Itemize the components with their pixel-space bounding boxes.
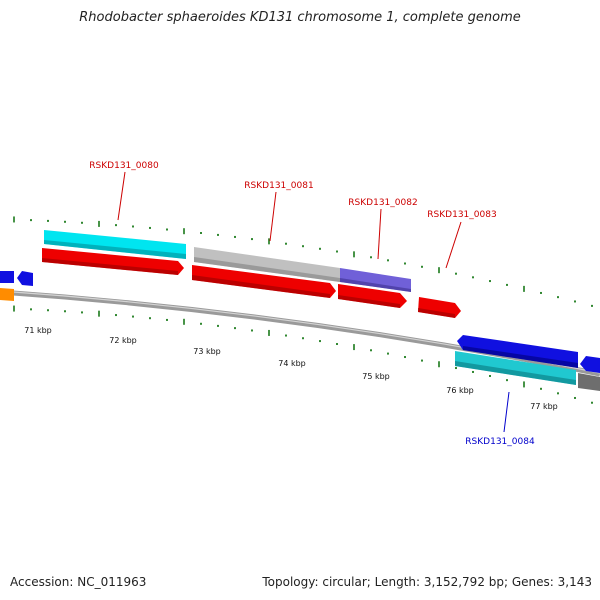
gene-rskd131-0081-cds-shade [194, 257, 340, 282]
gene-rskd131-0084-cds-shade [455, 361, 576, 385]
gene-rskd131-0081-gene-shade [192, 275, 330, 298]
gene-rskd131-0082-cds[interactable] [340, 268, 411, 292]
gene-partial-right-blue[interactable] [580, 356, 600, 373]
ruler-label-72kbp: 72 kbp [109, 336, 137, 345]
ruler-label-75kbp: 75 kbp [362, 372, 390, 381]
outer-tick-row [13, 216, 593, 307]
accession-label: Accession: NC_011963 [10, 575, 147, 589]
gene-rskd131-0080-cds-shade [44, 240, 186, 259]
inner-tick-row [13, 305, 593, 404]
ruler-label-76kbp: 76 kbp [446, 386, 474, 395]
gene-rskd131-0082-gene[interactable] [338, 284, 407, 308]
gene-partial-right-grey[interactable] [578, 373, 600, 391]
leader-line-0082 [377, 208, 382, 260]
gene-label-rskd131-0083[interactable]: RSKD131_0083 [427, 210, 496, 220]
gene-label-rskd131-0082[interactable]: RSKD131_0082 [348, 198, 417, 208]
gene-rskd131-0080-gene-shade [42, 258, 178, 275]
gene-label-rskd131-0081[interactable]: RSKD131_0081 [244, 181, 313, 191]
ruler-label-74kbp: 74 kbp [278, 359, 306, 368]
gene-label-rskd131-0080[interactable]: RSKD131_0080 [89, 161, 159, 171]
ruler-label-71kbp: 71 kbp [24, 326, 52, 335]
topology-label: Topology: circular; Length: 3,152,792 bp… [262, 575, 592, 589]
gene-partial-left-blue-2[interactable] [17, 271, 33, 286]
gene-rskd131-0082-cds-shade [340, 278, 411, 292]
ruler-label-73kbp: 73 kbp [193, 347, 221, 356]
leader-line-0080 [117, 171, 126, 221]
gene-partial-left-blue[interactable] [0, 271, 14, 283]
leader-line-0081 [269, 191, 277, 242]
gene-rskd131-0083-gene-shade [418, 308, 455, 318]
gene-rskd131-0081-gene[interactable] [192, 265, 336, 298]
ruler-label-77kbp: 77 kbp [530, 402, 558, 411]
leader-line-0083 [445, 221, 462, 269]
leader-line-0084 [503, 391, 510, 433]
gene-rskd131-0082-gene-shade [338, 295, 400, 308]
map-title: Rhodobacter sphaeroides KD131 chromosome… [79, 10, 521, 25]
gene-rskd131-0084-gene-shade [463, 346, 578, 368]
gene-label-rskd131-0084[interactable]: RSKD131_0084 [465, 437, 535, 447]
gene-partial-left-orange[interactable] [0, 288, 14, 301]
